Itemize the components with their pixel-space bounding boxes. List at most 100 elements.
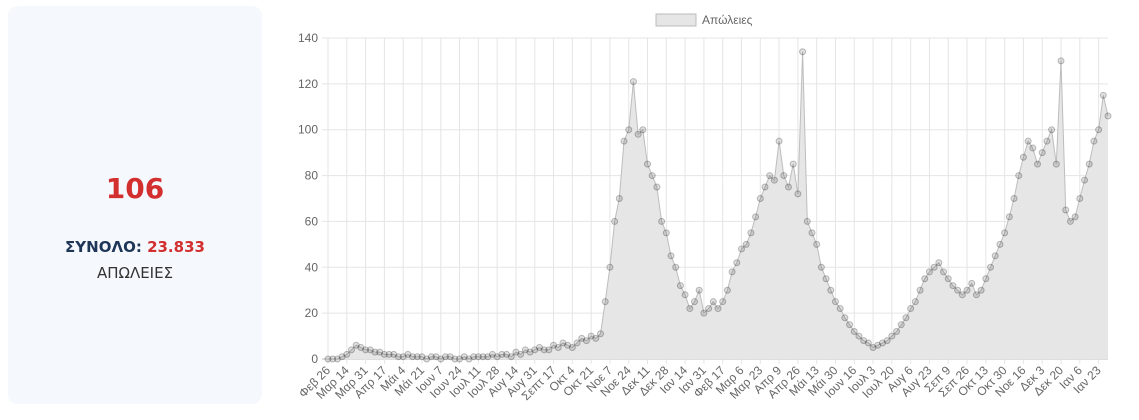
point [897,321,905,329]
point [427,353,435,361]
point [916,286,924,294]
point [667,252,675,260]
point [752,213,760,221]
total-label: ΣΥΝΟΛΟ: [65,238,142,256]
point [789,160,797,168]
point [982,275,990,283]
point [695,286,703,294]
point [479,353,487,361]
point [686,305,694,313]
y-tick-label: 80 [305,169,319,183]
point [526,348,534,356]
point [972,291,980,299]
point [540,346,548,354]
point [940,268,948,276]
point [503,350,511,358]
point [827,286,835,294]
point [747,229,755,237]
point [907,305,915,313]
point [723,286,731,294]
point [418,353,426,361]
point [498,350,506,358]
point [850,327,858,335]
point [554,344,562,352]
point [878,339,886,347]
point [559,339,567,347]
point [1095,126,1103,134]
legend-swatch [655,13,697,27]
point [803,217,811,225]
point [329,355,337,363]
point [958,291,966,299]
point [855,332,863,340]
point [1010,195,1018,202]
point [488,350,496,358]
point [625,126,633,134]
y-tick-label: 0 [311,352,318,366]
point [404,350,412,358]
point [535,344,543,352]
point [1038,149,1046,157]
point [629,78,637,86]
point [935,259,943,267]
point [587,332,595,340]
point [1005,213,1013,221]
point [484,353,492,361]
point [366,346,374,354]
point [888,332,896,340]
point [874,341,882,349]
point [465,355,473,363]
y-tick-label: 120 [298,77,318,91]
point [709,298,717,306]
stat-total: ΣΥΝΟΛΟ: 23.833 [8,238,262,256]
point [902,314,910,322]
point [333,355,341,363]
point [390,350,398,358]
point [817,263,825,271]
point [1066,217,1074,225]
point [446,353,454,361]
point [517,350,525,358]
point [1057,57,1065,65]
point [1024,137,1032,145]
point [564,341,572,349]
point [512,348,520,356]
point [1019,153,1027,161]
point [662,229,670,237]
total-value: 23.833 [147,238,205,256]
point [380,350,388,358]
point [601,298,609,306]
point [977,286,985,294]
point [1076,195,1084,202]
point [869,344,877,352]
point [944,275,952,283]
point [728,268,736,276]
point [676,282,684,290]
point [376,348,384,356]
point [831,298,839,306]
point [432,353,440,361]
point [1104,112,1112,120]
point [691,298,699,306]
point [409,353,417,361]
point [911,298,919,306]
point [357,344,365,352]
point [883,337,891,345]
point [644,160,652,168]
point [474,353,482,361]
point [841,314,849,322]
point [507,353,515,361]
point [470,353,478,361]
point [775,137,783,145]
point [1099,91,1107,99]
point [578,334,586,342]
stat-card: 106 ΣΥΝΟΛΟ: 23.833 ΑΠΩΛΕΙΕΣ [8,6,262,404]
point [742,240,750,248]
point [550,341,558,349]
point [423,355,431,363]
point [1071,213,1079,221]
point [653,183,661,191]
y-tick-label: 20 [305,306,319,320]
point [846,321,854,329]
point [930,263,938,271]
